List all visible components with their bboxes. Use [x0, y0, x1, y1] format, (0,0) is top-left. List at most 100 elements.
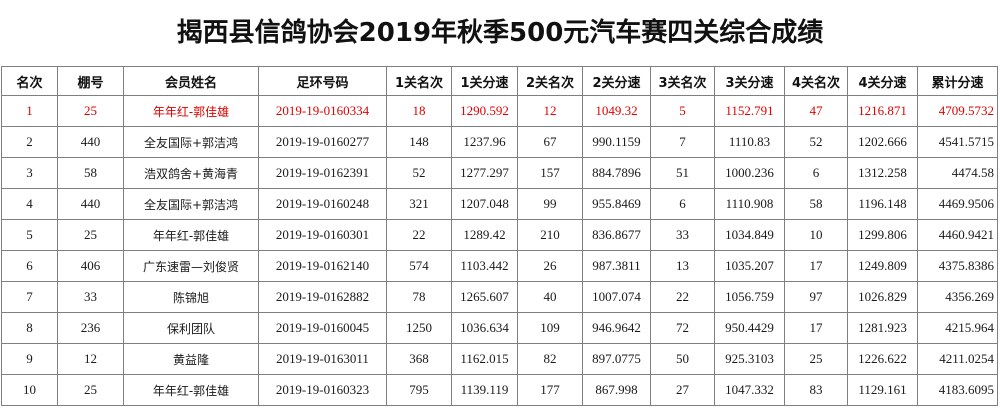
member-name-cell: 年年红-郭佳雄 [123, 374, 259, 406]
stage3-rank-cell: 6 [650, 188, 715, 220]
stage4-speed-cell: 1281.923 [847, 312, 918, 344]
stage1-speed-cell: 1265.607 [451, 281, 518, 313]
total-speed-cell: 4375.8386 [917, 250, 998, 282]
stage4-speed-cell: 1129.161 [847, 374, 918, 406]
loft-cell: 406 [57, 250, 124, 282]
stage3-rank-cell: 50 [650, 343, 715, 375]
member-name-cell: 年年红-郭佳雄 [123, 95, 259, 127]
table-row: 1 25 年年红-郭佳雄 2019-19-0160334 18 1290.592 12 104… [1, 95, 998, 127]
total-speed-cell: 4541.5715 [917, 126, 998, 158]
header-total-speed: 累计分速 [917, 66, 998, 96]
stage1-speed-cell: 1277.297 [451, 157, 518, 189]
loft-cell: 25 [57, 95, 124, 127]
stage3-rank-cell: 5 [650, 95, 715, 127]
stage3-speed-cell: 925.3103 [714, 343, 785, 375]
rank-cell: 9 [1, 343, 58, 375]
stage4-rank-cell: 83 [784, 374, 848, 406]
stage2-rank-cell: 26 [517, 250, 583, 282]
total-speed-cell: 4469.9506 [917, 188, 998, 220]
stage1-speed-cell: 1289.42 [451, 219, 518, 251]
stage4-speed-cell: 1226.622 [847, 343, 918, 375]
stage2-rank-cell: 109 [517, 312, 583, 344]
table-row: 2 440 全友国际+郭洁鸿 2019-19-0160277 148 1237.96 67 9… [1, 126, 998, 158]
stage3-rank-cell: 72 [650, 312, 715, 344]
header-member-name: 会员姓名 [123, 66, 259, 96]
table-row: 3 58 浩双鸽舍+黄海青 2019-19-0162391 52 1277.297 157 8… [1, 157, 998, 189]
stage2-speed-cell: 955.8469 [582, 188, 651, 220]
member-name-cell: 广东速雷—刘俊贤 [123, 250, 259, 282]
ring-number-cell: 2019-19-0160248 [258, 188, 387, 220]
stage4-rank-cell: 97 [784, 281, 848, 313]
stage3-rank-cell: 27 [650, 374, 715, 406]
ring-number-cell: 2019-19-0160277 [258, 126, 387, 158]
header-rank: 名次 [1, 66, 58, 96]
ring-number-cell: 2019-19-0160323 [258, 374, 387, 406]
stage4-rank-cell: 17 [784, 250, 848, 282]
table-row: 10 25 年年红-郭佳雄 2019-19-0160323 795 1139.119 177… [1, 374, 998, 406]
stage2-rank-cell: 40 [517, 281, 583, 313]
ring-number-cell: 2019-19-0160301 [258, 219, 387, 251]
stage4-speed-cell: 1196.148 [847, 188, 918, 220]
header-ring-number: 足环号码 [258, 66, 387, 96]
stage1-speed-cell: 1207.048 [451, 188, 518, 220]
stage1-speed-cell: 1237.96 [451, 126, 518, 158]
rank-cell: 7 [1, 281, 58, 313]
ring-number-cell: 2019-19-0160045 [258, 312, 387, 344]
stage1-rank-cell: 1250 [386, 312, 452, 344]
stage2-speed-cell: 990.1159 [582, 126, 651, 158]
stage3-speed-cell: 1110.83 [714, 126, 785, 158]
header-stage2-speed: 2关分速 [582, 66, 651, 96]
rank-cell: 10 [1, 374, 58, 406]
rank-cell: 1 [1, 95, 58, 127]
stage4-speed-cell: 1202.666 [847, 126, 918, 158]
stage1-rank-cell: 52 [386, 157, 452, 189]
stage4-rank-cell: 47 [784, 95, 848, 127]
header-stage4-speed: 4关分速 [847, 66, 918, 96]
stage2-speed-cell: 897.0775 [582, 343, 651, 375]
stage3-rank-cell: 13 [650, 250, 715, 282]
header-stage1-rank: 1关名次 [386, 66, 452, 96]
table-row: 9 12 黄益隆 2019-19-0163011 368 1162.015 82 897.07… [1, 343, 998, 375]
member-name-cell: 全友国际+郭洁鸿 [123, 126, 259, 158]
stage2-rank-cell: 210 [517, 219, 583, 251]
stage1-speed-cell: 1290.592 [451, 95, 518, 127]
stage1-speed-cell: 1036.634 [451, 312, 518, 344]
rank-cell: 2 [1, 126, 58, 158]
stage3-speed-cell: 1000.236 [714, 157, 785, 189]
stage3-rank-cell: 51 [650, 157, 715, 189]
rank-cell: 3 [1, 157, 58, 189]
member-name-cell: 浩双鸽舍+黄海青 [123, 157, 259, 189]
total-speed-cell: 4460.9421 [917, 219, 998, 251]
stage4-rank-cell: 58 [784, 188, 848, 220]
header-stage1-speed: 1关分速 [451, 66, 518, 96]
loft-cell: 25 [57, 374, 124, 406]
header-stage2-rank: 2关名次 [517, 66, 583, 96]
ring-number-cell: 2019-19-0160334 [258, 95, 387, 127]
stage4-speed-cell: 1299.806 [847, 219, 918, 251]
stage2-speed-cell: 1007.074 [582, 281, 651, 313]
stage3-speed-cell: 1056.759 [714, 281, 785, 313]
stage1-rank-cell: 18 [386, 95, 452, 127]
stage2-speed-cell: 946.9642 [582, 312, 651, 344]
stage2-speed-cell: 987.3811 [582, 250, 651, 282]
stage2-speed-cell: 836.8677 [582, 219, 651, 251]
stage3-speed-cell: 1152.791 [714, 95, 785, 127]
stage1-speed-cell: 1103.442 [451, 250, 518, 282]
stage1-rank-cell: 321 [386, 188, 452, 220]
stage4-speed-cell: 1312.258 [847, 157, 918, 189]
total-speed-cell: 4356.269 [917, 281, 998, 313]
loft-cell: 440 [57, 188, 124, 220]
stage1-speed-cell: 1162.015 [451, 343, 518, 375]
total-speed-cell: 4183.6095 [917, 374, 998, 406]
stage4-speed-cell: 1216.871 [847, 95, 918, 127]
stage3-speed-cell: 1034.849 [714, 219, 785, 251]
total-speed-cell: 4709.5732 [917, 95, 998, 127]
stage3-rank-cell: 22 [650, 281, 715, 313]
stage4-speed-cell: 1249.809 [847, 250, 918, 282]
stage1-rank-cell: 22 [386, 219, 452, 251]
stage2-rank-cell: 99 [517, 188, 583, 220]
stage4-rank-cell: 6 [784, 157, 848, 189]
total-speed-cell: 4474.58 [917, 157, 998, 189]
loft-cell: 33 [57, 281, 124, 313]
